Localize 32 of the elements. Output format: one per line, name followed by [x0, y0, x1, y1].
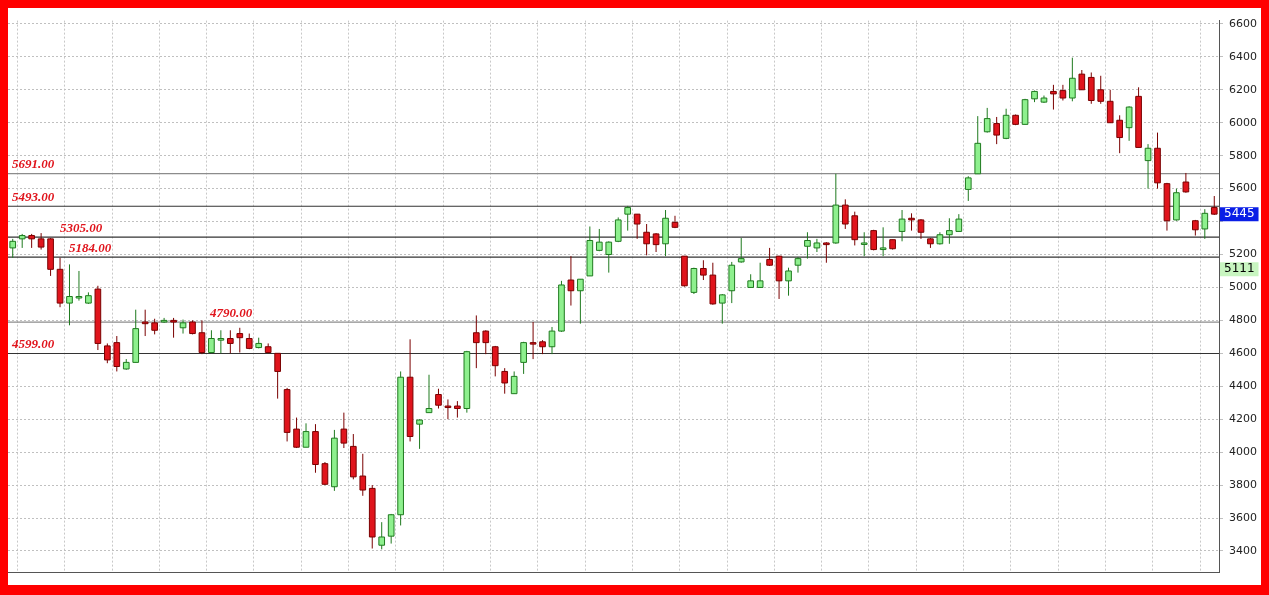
- candlestick: [700, 259, 707, 281]
- y-tick-label: 5000: [1229, 280, 1257, 294]
- annotation: 5111: [1224, 261, 1255, 276]
- ref-line-label: 5305.00: [60, 220, 103, 236]
- ref-line-label: 4790.00: [209, 304, 253, 320]
- candlestick: [208, 329, 215, 354]
- y-tick-label: 4200: [1229, 412, 1257, 426]
- y-tick-label: 4000: [1229, 445, 1257, 459]
- y-tick-label: 5200: [1229, 247, 1257, 261]
- y-tick-label: 4600: [1229, 346, 1257, 360]
- candlestick: [66, 263, 73, 326]
- candlestick: [520, 341, 527, 375]
- ref-line-label: 4599.00: [11, 336, 55, 352]
- ref-line-label: 5184.00: [69, 239, 112, 255]
- candlestick: [804, 231, 811, 260]
- candlestick: [226, 329, 234, 354]
- ref-line-label: 5691.00: [12, 156, 55, 172]
- annotation: 5445: [1224, 206, 1255, 221]
- y-tick-label: 6200: [1229, 82, 1257, 96]
- y-tick-label: 3600: [1229, 510, 1257, 524]
- y-tick-label: 5800: [1229, 148, 1257, 162]
- candlestick: [993, 116, 1001, 145]
- y-tick-label: 4800: [1229, 313, 1257, 327]
- y-tick-label: 6000: [1229, 115, 1257, 129]
- y-tick-label: 5600: [1229, 181, 1257, 195]
- y-tick-label: 3800: [1229, 477, 1257, 491]
- y-tick-label: 3400: [1229, 543, 1257, 557]
- y-tick-label: 4400: [1229, 379, 1257, 393]
- y-tick-label: 6400: [1229, 49, 1257, 63]
- y-tick-label: 6600: [1229, 16, 1257, 30]
- ref-line-label: 5493.00: [12, 189, 55, 205]
- candlestick: [435, 388, 442, 410]
